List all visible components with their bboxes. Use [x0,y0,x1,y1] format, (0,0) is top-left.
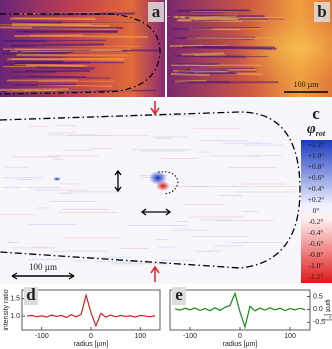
charts: 1.0 1.5 -100 0 100 radius [µm] intensity ratio… [3,285,332,348]
colorbar-label: -0.4° [309,228,324,237]
arrow [114,169,122,193]
stripe [12,22,92,26]
panel-label: c [312,104,320,123]
label-box [172,287,186,305]
colorbar-label: +0.6° [308,173,325,182]
stripe [190,10,251,13]
x-tick-label: -100 [35,333,49,340]
stripe [11,76,111,79]
scale-bar-arrow [11,272,75,280]
stripe [39,12,136,16]
y-tick-label: 0.5 [313,293,323,300]
scale-bar-label: 100 µm [294,80,320,89]
stripe [4,39,107,42]
colorbar-label: -0.6° [309,239,324,248]
panel-label: d [26,285,36,304]
plot-area [21,289,161,331]
stripe [27,75,86,78]
stripe [0,88,69,92]
stripe [170,73,210,76]
panel-label: e [175,285,183,304]
colorbar-label: +0.2° [308,195,325,204]
stripe [194,54,226,57]
outline-a [0,13,161,95]
arrow [140,208,172,216]
colorbar-title: φrot [307,121,326,137]
stripe [37,67,94,70]
stripe [171,27,213,31]
stripe [22,30,118,33]
image-c-texture [0,115,311,265]
y-axis-label: intensity ratio [3,289,10,330]
stripe [14,34,84,37]
stripe [21,49,123,53]
line [174,291,306,330]
panel-label: b [317,2,326,21]
stripe [189,9,252,13]
y-tick-label: 1.0 [10,313,20,320]
x-axis-label: radius [µm] [223,341,258,348]
y-tick-label: 1.5 [10,296,20,303]
colorbar-label: -0.8° [309,250,324,259]
arrow [150,101,160,116]
stripe [179,38,256,41]
colorbar [301,140,332,283]
stripe [188,63,220,66]
colorbar-label: +1.2° [308,140,325,149]
label-box [148,2,164,22]
outline-c [0,111,301,269]
image-b [167,0,332,97]
arrow [150,265,160,282]
y-tick-label: 0.0 [313,306,323,313]
scale-bar-label: 100 µm [29,262,57,272]
colorbar-subscript: rot [316,129,326,138]
colorbar-label: +0.8° [308,162,325,171]
stripe [181,52,224,56]
colorbar-label: +0.4° [308,184,325,193]
stripe [7,57,123,61]
x-axis-label: radius [µm] [74,341,109,348]
colorbar-label: -1.2° [309,272,324,281]
stripe [11,24,110,27]
colorbar-labels: +1.2° +1.0° +0.8° +0.6° +0.4° +0.2° 0° -0.2° -0.… [308,140,325,281]
x-tick-label: -100 [183,333,197,340]
panel-label: a [152,2,161,21]
stripe [15,60,64,64]
stripe [10,43,105,47]
stripe [172,11,224,14]
stripe [175,46,273,50]
stripe [16,53,129,57]
stripe [177,69,229,72]
x-tick-label: 100 [284,333,296,340]
stripe [10,62,91,65]
colorbar-label: +1.0° [308,151,325,160]
line [26,292,156,328]
blob [156,181,170,191]
colorbar-symbol: φ [307,121,316,137]
blob [53,177,61,181]
label-box [24,287,38,305]
colorbar-label: 0° [313,206,320,215]
stripe [34,66,96,69]
stripe [26,63,84,67]
colorbar-label: -0.2° [309,217,324,226]
x-tick-label: 100 [134,333,146,340]
stripe [13,83,77,86]
image-a [0,0,165,97]
outline-blob [157,171,179,195]
label-box [314,2,330,22]
y-axis-label: φrot [°] [324,299,332,320]
stripe [7,90,59,93]
colorbar-label: -1.0° [309,261,324,270]
y-tick-label: -0.5 [313,319,325,326]
x-tick-label: 0 [238,333,242,340]
x-tick-label: 0 [89,333,93,340]
